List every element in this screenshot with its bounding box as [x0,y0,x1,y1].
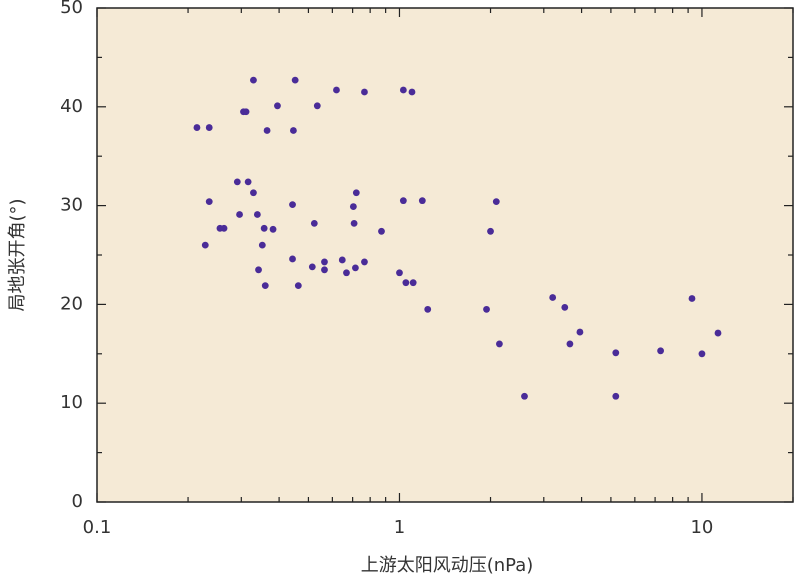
scatter-point [220,224,228,232]
scatter-point [193,124,201,131]
y-tick-label: 0 [72,491,83,512]
scatter-point [487,227,494,235]
scatter-point [290,127,297,134]
scatter-point [549,294,557,301]
scatter-point [205,198,213,206]
scatter-point [409,279,417,287]
scatter-point [714,329,722,337]
scatter-point [263,127,271,134]
scatter-point [260,224,268,232]
scatter-point [294,282,302,290]
scatter-point [291,76,299,84]
scatter-point [399,197,407,205]
scatter-point [274,102,281,110]
scatter-point [612,349,620,357]
scatter-point [483,305,490,313]
scatter-point [698,350,706,358]
y-tick-label: 50 [60,0,83,18]
scatter-point [253,211,261,218]
scatter-point [352,189,360,197]
scatter-point [289,255,296,263]
scatter-point [688,295,696,302]
scatter-point [289,201,296,209]
scatter-point [566,340,574,348]
scatter-point [205,124,213,131]
scatter-point [408,88,416,96]
scatter-point [361,88,368,96]
scatter-point [352,264,359,272]
scatter-point [258,241,266,249]
scatter-point [233,178,241,186]
scatter-point [378,227,385,235]
y-tick-label: 40 [60,96,83,117]
scatter-point [521,392,528,400]
x-tick-label: 1 [394,517,405,538]
scatter-point [492,198,500,206]
y-tick-label: 10 [60,392,83,413]
scatter-point [255,266,262,274]
scatter-point [244,178,252,186]
scatter-point [250,189,257,197]
scatter-point [308,263,316,271]
scatter-point [561,303,569,311]
scatter-point [349,203,357,210]
scatter-point [269,225,277,233]
plot-area [97,8,793,502]
plot-frame [96,7,794,503]
scatter-point [321,258,328,266]
scatter-point [338,256,346,264]
scatter-point [496,340,503,348]
scatter-point [657,347,665,355]
scatter-point [343,269,350,277]
scatter-point [321,266,328,274]
scatter-point [402,279,410,287]
scatter-point [399,86,407,94]
scatter-point [242,108,250,116]
scatter-point [261,282,269,290]
x-tick-label: 0.1 [83,517,112,538]
scatter-point [418,197,426,205]
scatter-point [361,258,368,266]
scatter-point [310,219,318,227]
scatter-point [250,76,257,84]
y-tick-label: 20 [60,293,83,314]
scatter-point [313,102,321,110]
scatter-point [612,392,620,400]
x-tick-label: 10 [690,517,713,538]
scatter-point [424,305,432,313]
scatter-point [236,211,243,218]
scatter-point [396,269,403,277]
y-tick-label: 30 [60,195,83,216]
x-axis-title: 上游太阳风动压(nPa) [361,555,534,576]
scatter-point [333,86,340,94]
scatter-point [201,241,209,249]
y-axis-title: 局地张开角(°) [7,198,28,311]
scatter-point [350,219,358,227]
scatter-point [576,328,584,336]
